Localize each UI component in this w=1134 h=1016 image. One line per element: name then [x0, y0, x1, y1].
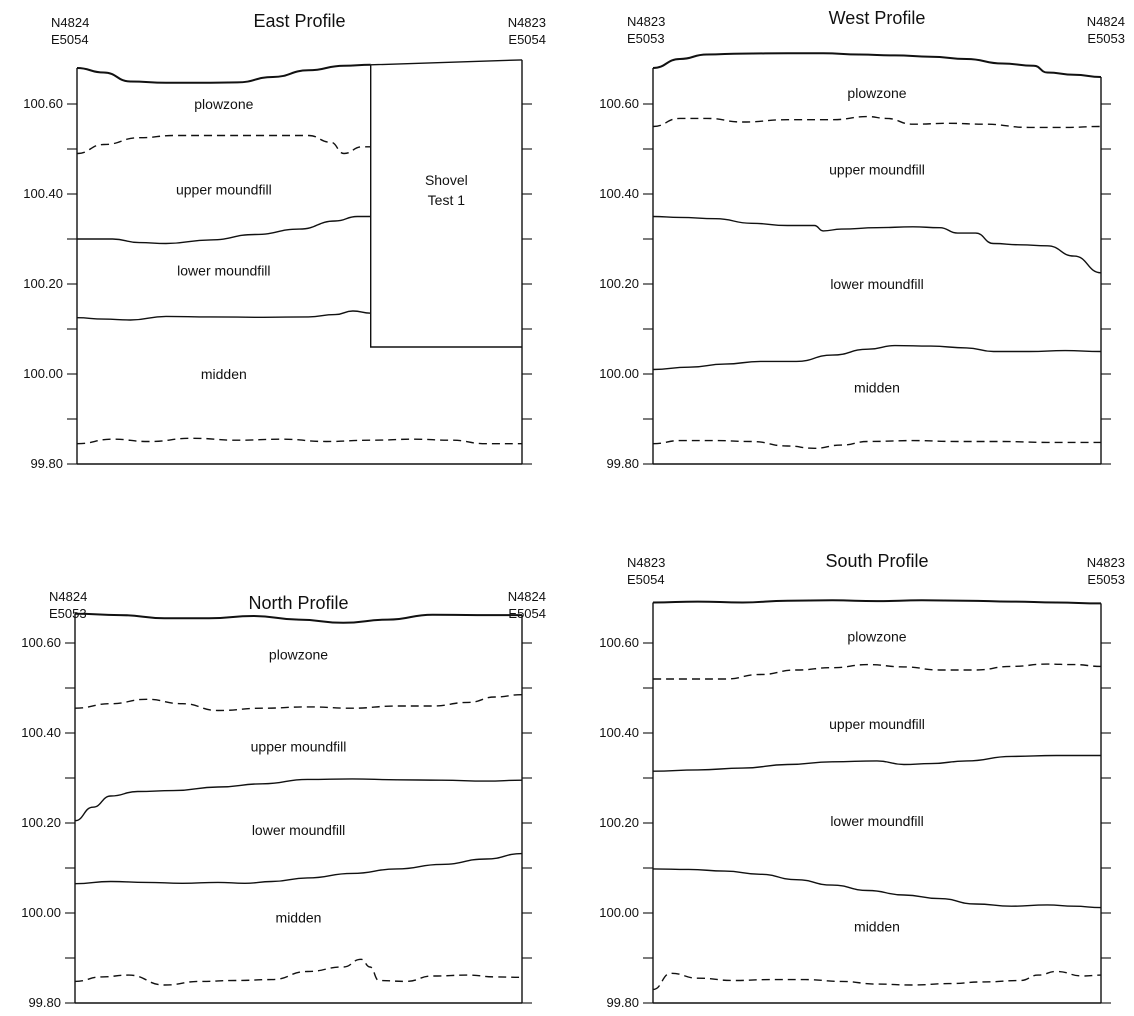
- shovel-test-box: [370, 59, 523, 348]
- corner-label-right: N4824: [508, 589, 546, 604]
- layer-label: upper moundfill: [829, 161, 925, 177]
- layer-label: plowzone: [194, 96, 253, 112]
- solid-contact-line: [74, 778, 523, 822]
- layer-label: midden: [854, 919, 900, 935]
- corner-label-left: E5054: [51, 32, 89, 47]
- shovel-test-label: Shovel: [425, 172, 468, 188]
- layer-label: lower moundfill: [177, 263, 270, 279]
- profile-panel-south: South Profile N4823 E5054 N4823 E5053 99.80 10…: [599, 551, 1125, 1010]
- dashed-contact-line: [76, 437, 522, 445]
- dashed-contact-line: [74, 694, 523, 712]
- panel-title: North Profile: [248, 593, 348, 613]
- ground-surface-line: [74, 612, 522, 624]
- elevation-tick-label: 100.40: [599, 186, 639, 201]
- elevation-tick-label: 100.60: [599, 96, 639, 111]
- elevation-tick-label: 100.00: [599, 366, 639, 381]
- elevation-tick-label: 99.80: [28, 995, 61, 1010]
- solid-contact-line: [652, 344, 1102, 371]
- corner-label-left: N4823: [627, 555, 665, 570]
- corner-label-right: E5053: [1087, 31, 1125, 46]
- profile-panel-east: East Profile N4824 E5054 N4823 E5054 99.80 100…: [23, 11, 546, 471]
- solid-contact-line: [652, 754, 1101, 772]
- elevation-tick-label: 99.80: [606, 456, 639, 471]
- layer-label: midden: [854, 380, 900, 396]
- elevation-tick-label: 100.20: [21, 815, 61, 830]
- elevation-tick-label: 100.60: [23, 96, 63, 111]
- elevation-tick-label: 100.60: [599, 635, 639, 650]
- layer-label: midden: [201, 366, 247, 382]
- elevation-tick-label: 100.40: [599, 725, 639, 740]
- layer-label: midden: [276, 910, 322, 926]
- panel-title: West Profile: [829, 8, 926, 28]
- profile-panel-west: West Profile N4823 E5053 N4824 E5053 99.80 100…: [599, 8, 1125, 471]
- shovel-test-label: Test 1: [428, 192, 466, 208]
- dashed-contact-line: [653, 663, 1102, 680]
- corner-label-right: N4824: [1087, 14, 1125, 29]
- profile-panel-north: North Profile N4824 E5053 N4824 E5054 99.80 10…: [21, 589, 546, 1010]
- elevation-tick-label: 100.00: [23, 366, 63, 381]
- panel-title: South Profile: [825, 551, 928, 571]
- ground-surface-line: [652, 52, 1102, 78]
- corner-label-left: N4823: [627, 14, 665, 29]
- dashed-contact-line: [652, 970, 1102, 991]
- corner-label-right: N4823: [508, 15, 546, 30]
- layer-label: lower moundfill: [830, 813, 923, 829]
- elevation-tick-label: 99.80: [30, 456, 63, 471]
- layer-label: lower moundfill: [252, 822, 345, 838]
- panel-title: East Profile: [253, 11, 345, 31]
- elevation-tick-label: 100.00: [599, 905, 639, 920]
- corner-label-left: N4824: [51, 15, 89, 30]
- elevation-tick-label: 100.20: [599, 276, 639, 291]
- corner-label-left: N4824: [49, 589, 87, 604]
- solid-contact-line: [652, 215, 1102, 274]
- layer-label: plowzone: [847, 85, 906, 101]
- corner-label-left: E5053: [49, 606, 87, 621]
- elevation-tick-label: 100.20: [23, 276, 63, 291]
- elevation-tick-label: 100.60: [21, 635, 61, 650]
- solid-contact-line: [652, 868, 1102, 909]
- corner-label-right: E5053: [1087, 572, 1125, 587]
- corner-label-left: E5053: [627, 31, 665, 46]
- layer-label: lower moundfill: [830, 276, 923, 292]
- dashed-contact-line: [652, 439, 1101, 450]
- layer-label: upper moundfill: [829, 716, 925, 732]
- elevation-tick-label: 100.20: [599, 815, 639, 830]
- elevation-tick-label: 100.40: [23, 186, 63, 201]
- solid-contact-line: [76, 310, 371, 321]
- ground-surface-line: [652, 599, 1102, 605]
- corner-label-left: E5054: [627, 572, 665, 587]
- corner-label-right: E5054: [508, 606, 546, 621]
- layer-label: upper moundfill: [176, 182, 272, 198]
- layer-label: upper moundfill: [251, 739, 347, 755]
- elevation-tick-label: 99.80: [606, 995, 639, 1010]
- corner-label-right: N4823: [1087, 555, 1125, 570]
- corner-label-right: E5054: [508, 32, 546, 47]
- layer-label: plowzone: [269, 646, 328, 662]
- dashed-contact-line: [76, 134, 371, 155]
- elevation-tick-label: 100.40: [21, 725, 61, 740]
- elevation-tick-label: 100.00: [21, 905, 61, 920]
- dashed-contact-line: [652, 115, 1102, 129]
- solid-contact-line: [74, 852, 523, 885]
- dashed-contact-line: [74, 958, 523, 986]
- solid-contact-line: [77, 215, 371, 245]
- layer-label: plowzone: [847, 628, 906, 644]
- ground-surface-line: [76, 63, 371, 84]
